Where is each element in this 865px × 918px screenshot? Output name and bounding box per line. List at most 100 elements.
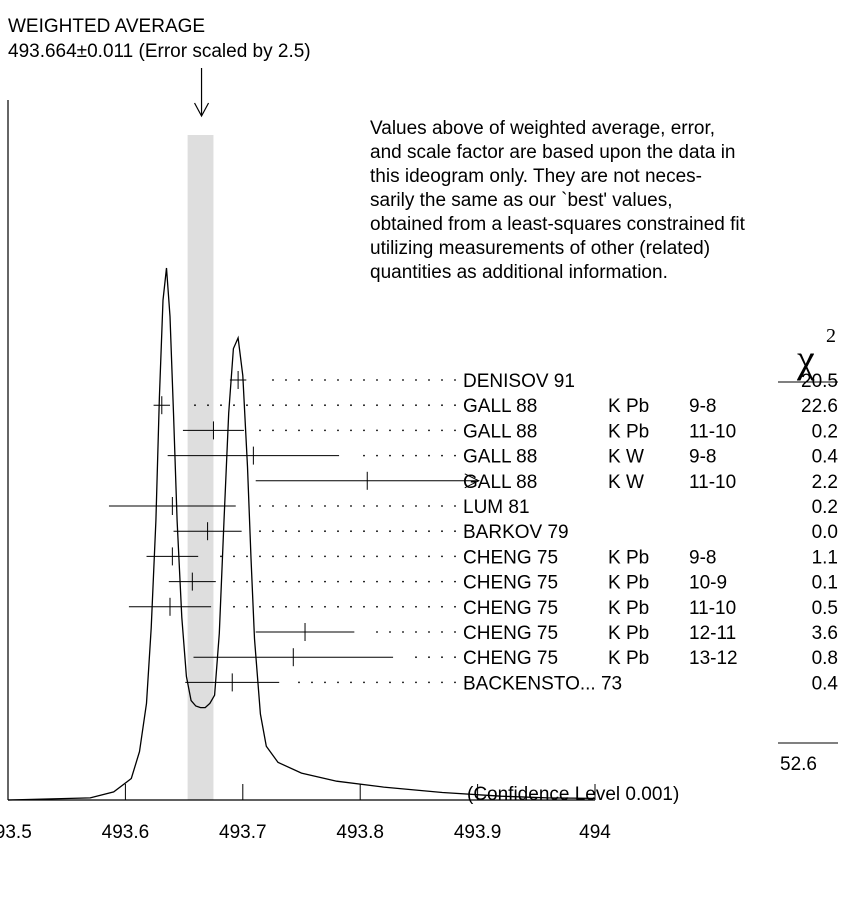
leader-dot: [402, 631, 404, 633]
chart-title: WEIGHTED AVERAGE: [8, 16, 205, 37]
leader-dot: [220, 555, 222, 558]
leader-dot: [441, 379, 443, 381]
leader-dot: [363, 580, 365, 583]
leader-dot: [415, 404, 417, 407]
leader-dot: [389, 580, 391, 583]
leader-dot: [337, 505, 339, 507]
leader-dot: [428, 631, 430, 633]
leader-dot: [285, 580, 287, 583]
leader-dot: [402, 580, 404, 583]
measurement-technique: K Pb: [608, 396, 649, 417]
leader-dot: [415, 379, 417, 381]
leader-dot: [389, 379, 391, 381]
measurement-transition: 9-8: [689, 396, 716, 417]
chi2-value: 0.5: [812, 598, 838, 619]
leader-dot: [441, 454, 443, 457]
leader-dot: [415, 681, 417, 684]
leader-dot: [415, 429, 417, 432]
leader-dot: [259, 530, 261, 533]
leader-dot: [285, 379, 287, 381]
leader-dot: [311, 681, 313, 684]
chi2-value: 1.1: [812, 547, 838, 568]
measurement-row: GALL 88 K Pb 9-8 22.6: [153, 396, 838, 417]
leader-dot: [272, 605, 274, 608]
leader-dot: [298, 505, 300, 507]
leader-dot: [233, 605, 235, 608]
dot-leader: [298, 681, 456, 684]
leader-dot: [311, 379, 313, 381]
dot-leader: [194, 404, 456, 407]
chi2-value: 0.0: [812, 522, 838, 543]
leader-dot: [246, 605, 248, 608]
x-ticks: 493.5 493.6 493.7 493.8 493.9 494: [0, 784, 611, 843]
leader-dot: [415, 555, 417, 558]
leader-dot: [363, 681, 365, 684]
leader-dot: [207, 404, 209, 407]
chi2-value: 0.2: [812, 497, 838, 518]
leader-dot: [363, 379, 365, 381]
measurement-technique: K Pb: [608, 421, 649, 442]
leader-dot: [272, 429, 274, 432]
leader-dot: [337, 429, 339, 432]
leader-dot: [376, 379, 378, 381]
leader-dot: [428, 530, 430, 533]
leader-dot: [363, 454, 365, 457]
leader-dot: [389, 555, 391, 558]
leader-dot: [376, 454, 378, 457]
leader-dot: [363, 605, 365, 608]
leader-dot: [376, 555, 378, 558]
dot-leader: [233, 605, 456, 608]
dot-leader: [376, 631, 456, 633]
leader-dot: [259, 404, 261, 407]
note-line: quantities as additional information.: [370, 262, 668, 283]
leader-dot: [389, 454, 391, 457]
leader-dot: [428, 656, 430, 659]
x-tick-label: 493.8: [336, 822, 384, 843]
leader-dot: [272, 505, 274, 507]
leader-dot: [350, 404, 352, 407]
dot-leader: [259, 429, 456, 432]
note-line: and scale factor are based upon the data…: [370, 142, 735, 163]
leader-dot: [324, 379, 326, 381]
dot-leader: [363, 454, 456, 457]
leader-dot: [389, 530, 391, 533]
leader-dot: [454, 454, 456, 457]
leader-dot: [324, 555, 326, 558]
x-tick-label: 493.5: [0, 822, 32, 843]
leader-dot: [246, 580, 248, 583]
leader-dot: [259, 605, 261, 608]
leader-dot: [376, 530, 378, 533]
measurement-row: LUM 81 0.2: [108, 497, 838, 518]
leader-dot: [285, 429, 287, 432]
leader-dot: [194, 404, 196, 407]
leader-dot: [428, 555, 430, 558]
chi2-value: 2.2: [812, 472, 838, 493]
leader-dot: [428, 580, 430, 583]
chi2-total: 52.6: [780, 754, 817, 775]
leader-dot: [298, 379, 300, 381]
leader-dot: [454, 505, 456, 507]
measurement-transition: 9-8: [689, 547, 716, 568]
note-line: utilizing measurements of other (related…: [370, 238, 710, 259]
measurement-label: GALL 88: [463, 421, 537, 442]
leader-dot: [350, 530, 352, 533]
measurement-row: GALL 88 K W 9-8 0.4: [167, 446, 839, 468]
leader-dot: [246, 555, 248, 558]
x-tick-label: 493.6: [102, 822, 150, 843]
leader-dot: [441, 530, 443, 533]
note-line: Values above of weighted average, error,: [370, 118, 715, 139]
leader-dot: [389, 429, 391, 432]
leader-dot: [220, 404, 222, 407]
chi2-value: 0.4: [812, 447, 839, 468]
leader-dot: [246, 404, 248, 407]
leader-dot: [272, 555, 274, 558]
dot-leader: [220, 555, 456, 558]
measurement-transition: 11-10: [689, 421, 736, 442]
leader-dot: [376, 631, 378, 633]
measurement-label: CHENG 75: [463, 573, 558, 594]
leader-dot: [324, 505, 326, 507]
average-band: [187, 135, 214, 800]
leader-dot: [428, 404, 430, 407]
leader-dot: [441, 656, 443, 659]
measurement-transition: 11-10: [689, 472, 736, 493]
